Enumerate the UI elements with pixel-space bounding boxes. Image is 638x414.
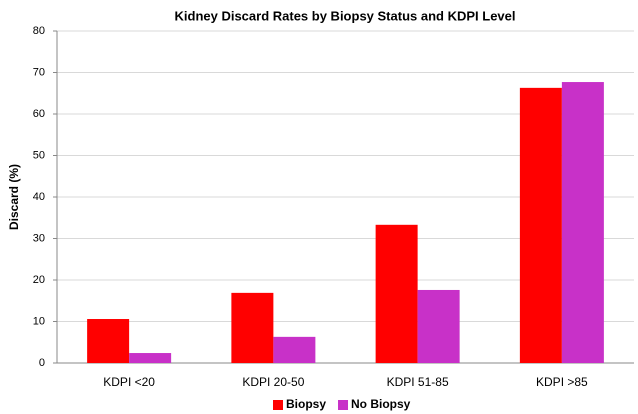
x-tick-label: KDPI 51-85 bbox=[387, 375, 449, 389]
bar bbox=[519, 87, 562, 363]
y-tick-label: 20 bbox=[33, 274, 45, 286]
y-tick-label: 80 bbox=[33, 25, 45, 37]
y-tick-label: 70 bbox=[33, 66, 45, 78]
y-tick-label: 30 bbox=[33, 232, 45, 244]
chart-title: Kidney Discard Rates by Biopsy Status an… bbox=[175, 8, 516, 23]
bar bbox=[375, 224, 418, 363]
bar bbox=[129, 353, 172, 363]
bar bbox=[273, 336, 316, 363]
bar bbox=[561, 82, 604, 364]
y-tick-label: 60 bbox=[33, 108, 45, 120]
bar bbox=[87, 319, 130, 363]
x-tick-label: KDPI 20-50 bbox=[242, 375, 304, 389]
legend-swatch bbox=[273, 400, 283, 410]
y-tick-label: 0 bbox=[39, 357, 45, 369]
y-axis-label: Discard (%) bbox=[7, 164, 21, 230]
legend-swatch bbox=[338, 400, 349, 410]
x-tick-label: KDPI >85 bbox=[536, 375, 588, 389]
bar bbox=[417, 289, 460, 363]
legend-label: No Biopsy bbox=[351, 397, 411, 411]
y-tick-label: 40 bbox=[33, 191, 45, 203]
y-tick-label: 50 bbox=[33, 149, 45, 161]
x-tick-label: KDPI <20 bbox=[103, 375, 155, 389]
y-tick-label: 10 bbox=[33, 315, 45, 327]
legend-label: Biopsy bbox=[286, 397, 326, 411]
bar bbox=[231, 292, 274, 363]
